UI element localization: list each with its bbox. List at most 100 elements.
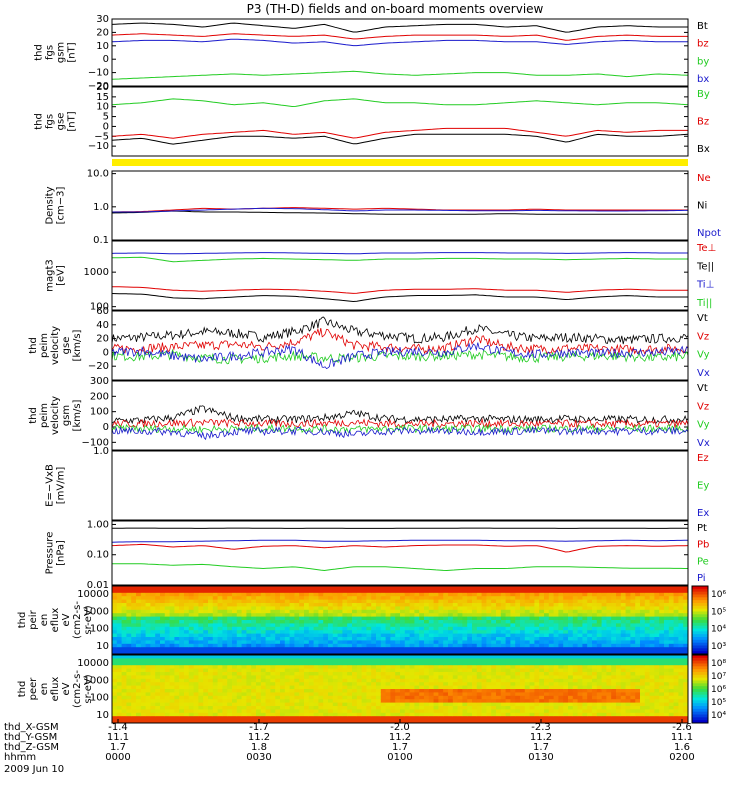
heat-cell: [635, 692, 641, 697]
heat-cell: [299, 665, 305, 670]
heat-cell: [678, 650, 684, 655]
heat-cell: [140, 637, 147, 641]
heat-cell: [428, 682, 435, 687]
heat-cell: [539, 668, 545, 673]
heat-cell: [616, 603, 622, 607]
heat-cell: [664, 661, 670, 666]
heat-cell: [668, 685, 675, 690]
colorbar-cell: [692, 651, 708, 655]
heat-cell: [505, 589, 511, 594]
heat-cell: [140, 647, 147, 652]
heat-cell: [558, 685, 564, 690]
heat-cell: [400, 647, 406, 652]
heat-cell: [577, 655, 583, 659]
heat-cell: [616, 606, 622, 611]
heat-cell: [659, 655, 665, 659]
heat-cell: [467, 668, 473, 673]
heat-cell: [260, 616, 267, 621]
heat-cell: [640, 599, 646, 604]
heat-cell: [217, 650, 223, 655]
heat-cell: [323, 626, 329, 631]
ytick-label: 30: [96, 14, 109, 25]
heat-cell: [428, 661, 435, 666]
heat-cell: [112, 630, 118, 635]
heat-cell: [544, 682, 550, 687]
heat-cell: [251, 709, 257, 714]
heat-cell: [366, 706, 372, 710]
heat-cell: [630, 616, 636, 621]
heat-cell: [222, 650, 228, 655]
heat-cell: [328, 606, 334, 611]
heat-cell: [553, 637, 559, 641]
heat-cell: [592, 637, 598, 641]
heat-cell: [424, 630, 430, 635]
heat-cell: [121, 709, 127, 714]
heat-cell: [356, 672, 363, 676]
heat-cell: [270, 630, 276, 635]
heat-cell: [284, 719, 291, 724]
heat-cell: [208, 655, 214, 659]
heat-cell: [563, 716, 569, 721]
heat-cell: [443, 655, 449, 659]
heat-cell: [438, 706, 444, 710]
heat-cell: [145, 658, 151, 663]
heat-cell: [400, 661, 406, 666]
heat-cell: [380, 606, 387, 611]
heat-cell: [457, 699, 463, 704]
heat-cell: [174, 620, 180, 624]
heat-cell: [433, 699, 439, 704]
heat-cell: [553, 633, 559, 638]
heat-cell: [376, 589, 382, 594]
heat-cell: [668, 692, 675, 697]
heat-cell: [366, 675, 372, 680]
heat-cell: [299, 633, 305, 638]
heat-cell: [198, 716, 204, 721]
heat-cell: [620, 637, 627, 641]
heat-cell: [332, 699, 339, 704]
heat-cell: [601, 665, 607, 670]
heat-cell: [577, 596, 583, 601]
heat-cell: [318, 623, 324, 628]
heat-cell: [476, 596, 483, 601]
heat-cell: [304, 672, 310, 676]
heat-cell: [659, 668, 665, 673]
heat-cell: [284, 702, 291, 707]
heat-cell: [246, 692, 252, 697]
heat-cell: [649, 719, 655, 724]
heat-cell: [534, 603, 540, 607]
heat-cell: [174, 716, 180, 721]
heat-cell: [356, 647, 363, 652]
heat-cell: [582, 623, 588, 628]
heat-cell: [496, 699, 502, 704]
heat-cell: [400, 702, 406, 707]
heat-cell: [683, 626, 689, 631]
heat-cell: [275, 616, 281, 621]
heat-cell: [443, 719, 449, 724]
heat-cell: [548, 716, 555, 721]
heat-cell: [462, 599, 468, 604]
heat-cell: [616, 712, 622, 717]
heat-cell: [620, 665, 627, 670]
heat-cell: [640, 647, 646, 652]
heat-cell: [438, 592, 444, 597]
heat-cell: [409, 685, 415, 690]
heat-cell: [529, 709, 535, 714]
heat-cell: [452, 689, 459, 693]
heat-cell: [601, 658, 607, 663]
heat-cell: [577, 665, 583, 670]
heat-cell: [361, 689, 367, 693]
heat-cell: [227, 589, 233, 594]
heat-cell: [620, 640, 627, 645]
heat-cell: [294, 682, 300, 687]
heat-cell: [366, 613, 372, 618]
heat-cell: [654, 719, 660, 724]
heat-cell: [164, 695, 171, 700]
heat-cell: [649, 699, 655, 704]
heat-cell: [539, 643, 545, 648]
heat-cell: [496, 702, 502, 707]
heat-cell: [385, 689, 391, 693]
heat-cell: [313, 643, 319, 648]
heat-cell: [222, 589, 228, 594]
heat-cell: [664, 702, 670, 707]
heat-cell: [491, 640, 497, 645]
